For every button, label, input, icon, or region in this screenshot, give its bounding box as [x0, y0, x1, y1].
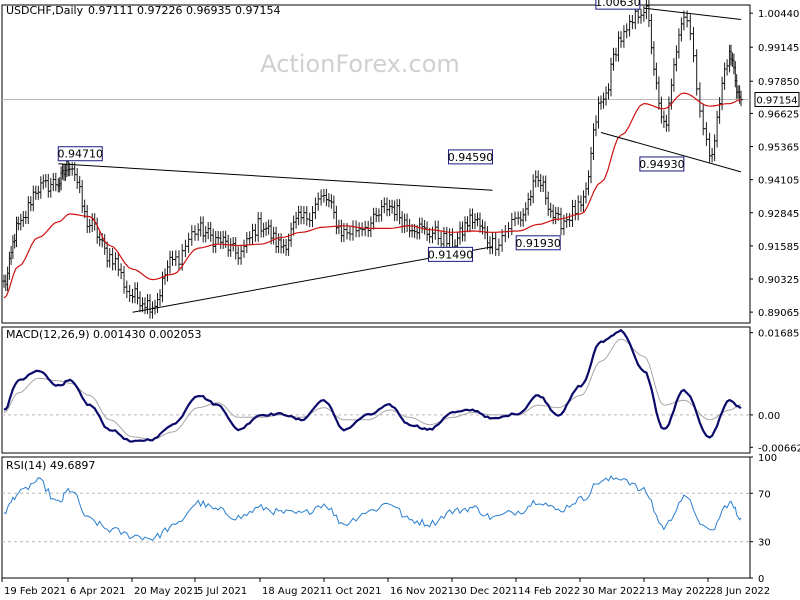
rsi-ytick-label: 100 [758, 453, 777, 464]
panel-frame-0 [1, 4, 751, 324]
xtick-label: 5 Jul 2021 [197, 586, 247, 597]
ohlc-readout: 0.97111 0.97226 0.96935 0.97154 [88, 4, 280, 17]
xtick-label: 30 Dec 2021 [454, 586, 518, 597]
macd-ytick-label: 0.00 [758, 411, 780, 422]
rsi-title: RSI(14) 49.6897 [6, 459, 95, 472]
price-ytick-label: 0.99145 [758, 43, 799, 54]
macd-ytick-label: 0.016856 [758, 329, 800, 340]
price-annotation: 0.94590 [447, 149, 494, 165]
xtick-label: 20 May 2021 [134, 586, 199, 597]
panel-frame-2 [1, 456, 751, 579]
price-annotation-box [639, 156, 685, 172]
price-ytick-label: 0.97850 [758, 77, 799, 88]
xtick-label: 14 Feb 2022 [518, 586, 580, 597]
price-annotation-label: 0.94930 [639, 158, 685, 171]
xtick-label: 13 May 2022 [646, 586, 711, 597]
axes: 1.00440 0.99145 0.97850 0.96625 0.95365 0.941… [1, 9, 800, 597]
price-panel: 0.94710 0.94590 1.00630 0.94930 0.91490 0.919… [2, 0, 743, 319]
trendline-3 [600, 131, 742, 173]
price-annotation: 0.91490 [427, 246, 474, 262]
price-ytick-label: 0.91585 [758, 242, 799, 253]
price-annotation-label: 0.94590 [448, 151, 494, 164]
rsi-ytick-label: 30 [758, 538, 771, 549]
trendline-2 [643, 7, 742, 20]
rsi-ytick-label: 70 [758, 489, 771, 500]
rsi-ytick-label: 0 [758, 574, 764, 585]
price-annotation-box [427, 246, 473, 262]
xtick-label: 18 Aug 2021 [262, 586, 326, 597]
price-annotation-box [447, 149, 493, 165]
macd-panel [3, 328, 742, 443]
price-annotation-label: 1.00630 [595, 0, 641, 9]
xtick-label: 6 Apr 2021 [70, 586, 125, 597]
macd-signal-line [3, 338, 742, 440]
xtick-label: 28 Jun 2022 [710, 586, 770, 597]
price-annotation-label: 0.94710 [58, 148, 104, 161]
rsi-line [3, 475, 742, 541]
price-ytick-label: 0.95365 [758, 143, 799, 154]
price-annotation: 0.94710 [57, 146, 104, 162]
price-ytick-label: 1.00440 [758, 9, 799, 20]
macd-ytick-label: -0.006629 [758, 443, 800, 454]
rsi-panel [3, 475, 742, 541]
moving-average-line [3, 92, 742, 299]
xtick-label: 16 Nov 2021 [390, 586, 454, 597]
price-annotation-label: 0.91930 [515, 237, 561, 250]
price-ytick-label: 0.90325 [758, 275, 799, 286]
macd-main-line [3, 328, 742, 443]
price-ytick-label: 0.89065 [758, 308, 799, 319]
xtick-label: 1 Oct 2021 [326, 586, 381, 597]
xtick-label: 30 Mar 2022 [582, 586, 645, 597]
price-ytick-label: 0.96625 [758, 109, 799, 120]
price-annotation: 0.91930 [515, 235, 561, 251]
panel-frames [1, 4, 751, 579]
price-annotation-box [595, 0, 641, 10]
price-annotation-box [57, 146, 103, 162]
grid-lines [2, 99, 750, 543]
symbol-label: USDCHF,Daily [6, 4, 84, 17]
price-ytick-label: 0.92845 [758, 209, 799, 220]
trendline-0 [58, 163, 493, 191]
price-annotation-label: 0.91490 [428, 248, 474, 261]
price-annotation: 0.94930 [639, 156, 685, 172]
last-price-label: 0.97154 [756, 96, 797, 107]
last-price-box [754, 92, 800, 108]
watermark: ActionForex.com [260, 50, 460, 78]
price-annotation-box [515, 235, 561, 251]
macd-title: MACD(12,26,9) 0.001430 0.002053 [6, 328, 202, 341]
xtick-label: 19 Feb 2021 [4, 586, 66, 597]
price-annotation: 1.00630 [595, 0, 641, 10]
price-ytick-label: 0.94105 [758, 176, 799, 187]
panel-frame-1 [1, 326, 751, 454]
